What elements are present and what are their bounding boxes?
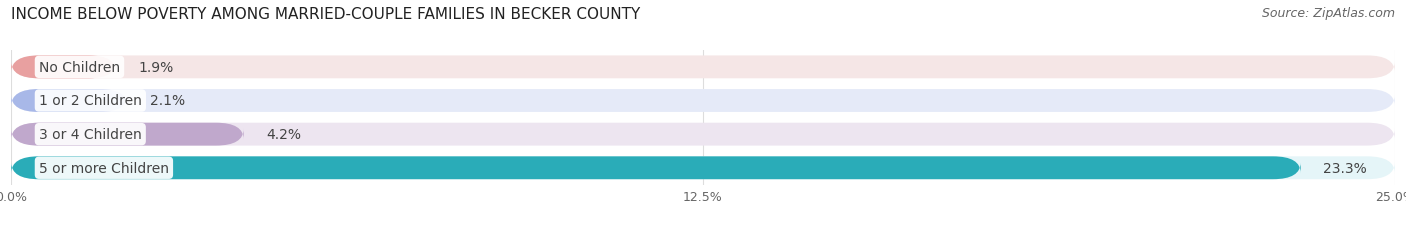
Text: INCOME BELOW POVERTY AMONG MARRIED-COUPLE FAMILIES IN BECKER COUNTY: INCOME BELOW POVERTY AMONG MARRIED-COUPL… [11,7,641,22]
FancyBboxPatch shape [11,157,1301,179]
Text: 2.1%: 2.1% [149,94,184,108]
FancyBboxPatch shape [11,90,128,112]
Text: No Children: No Children [39,61,120,75]
Text: 4.2%: 4.2% [266,128,301,142]
Text: 5 or more Children: 5 or more Children [39,161,169,175]
FancyBboxPatch shape [11,123,1395,146]
Text: 3 or 4 Children: 3 or 4 Children [39,128,142,142]
Text: 1 or 2 Children: 1 or 2 Children [39,94,142,108]
FancyBboxPatch shape [11,56,117,79]
FancyBboxPatch shape [11,123,243,146]
Text: Source: ZipAtlas.com: Source: ZipAtlas.com [1261,7,1395,20]
FancyBboxPatch shape [11,90,1395,112]
Text: 23.3%: 23.3% [1323,161,1367,175]
Text: 1.9%: 1.9% [139,61,174,75]
FancyBboxPatch shape [11,157,1395,179]
FancyBboxPatch shape [11,56,1395,79]
